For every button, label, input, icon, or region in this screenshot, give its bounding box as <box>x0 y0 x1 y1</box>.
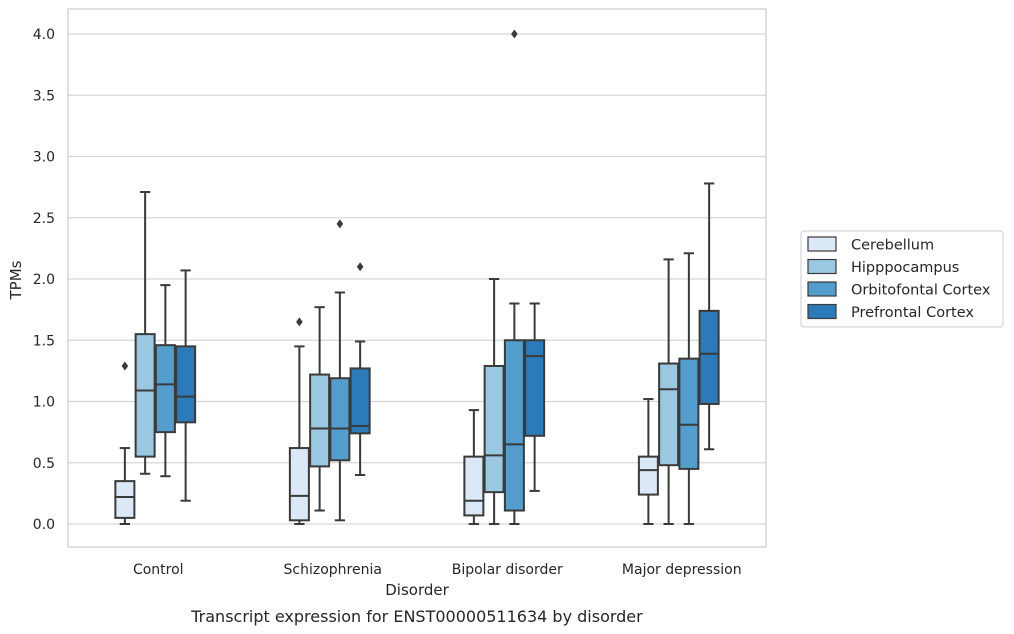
box-orbitofontal-cortex <box>678 252 700 525</box>
x-tick-label: Schizophrenia <box>284 562 382 578</box>
chart-caption: Transcript expression for ENST0000051163… <box>190 607 643 626</box>
y-tick-label: 0.5 <box>33 456 55 472</box>
box-prefrontal-cortex <box>524 302 546 492</box>
box-hipppocampus <box>134 191 156 475</box>
box-prefrontal-cortex <box>349 262 371 476</box>
iqr-box <box>637 455 659 496</box>
iqr-box <box>134 333 156 458</box>
box-hipppocampus <box>483 278 505 525</box>
iqr-box <box>658 362 680 467</box>
box-orbitofontal-cortex <box>154 284 176 478</box>
x-axis-label: Disorder <box>385 581 449 599</box>
legend-swatch <box>807 281 837 297</box>
legend-swatch <box>807 303 837 320</box>
iqr-box <box>678 357 700 470</box>
iqr-box <box>503 339 525 512</box>
outlier-point <box>511 29 518 39</box>
x-tick-label: Control <box>133 562 184 578</box>
iqr-box <box>329 377 351 462</box>
x-tick-label: Major depression <box>622 562 742 578</box>
y-tick-label: 1.5 <box>33 333 55 349</box>
legend-swatch <box>807 236 837 252</box>
plot-area <box>114 29 720 525</box>
iqr-box <box>463 455 485 517</box>
y-tick-label: 2.5 <box>33 211 55 227</box>
box-cerebellum <box>288 317 310 525</box>
y-tick-label: 3.5 <box>33 88 55 104</box>
plot-frame <box>67 8 767 548</box>
iqr-box <box>114 480 136 519</box>
outlier-point <box>121 361 129 371</box>
y-tick-label: 2.0 <box>33 272 55 288</box>
box-prefrontal-cortex <box>698 182 720 451</box>
y-axis-label: TPMs <box>7 260 25 300</box>
y-tick-labels: 0.0 0.5 1.0 1.5 2.0 2.5 3.0 3.5 4.0 <box>33 27 55 533</box>
iqr-box <box>698 309 720 405</box>
outlier-point <box>356 262 364 272</box>
box-cerebellum <box>637 398 659 525</box>
legend-label: Prefrontal Cortex <box>851 305 974 321</box>
iqr-box <box>524 339 546 437</box>
box-prefrontal-cortex <box>175 269 197 502</box>
box-orbitofontal-cortex <box>503 29 525 525</box>
iqr-box <box>154 344 176 434</box>
box-orbitofontal-cortex <box>329 219 351 522</box>
iqr-box <box>349 367 371 435</box>
y-tick-label: 0.0 <box>33 517 55 533</box>
outlier-point <box>296 317 303 327</box>
box-cerebellum <box>463 409 485 525</box>
legend-label: Orbitofontal Cortex <box>851 283 991 299</box>
outlier-point <box>336 219 344 229</box>
iqr-box <box>483 364 505 494</box>
legend-label: Hipppocampus <box>851 260 959 276</box>
box-hipppocampus <box>658 258 680 525</box>
y-tick-label: 3.0 <box>33 150 55 166</box>
iqr-box <box>309 373 331 468</box>
x-tick-label: Bipolar disorder <box>452 562 563 578</box>
legend-frame <box>800 230 1004 328</box>
y-tick-label: 1.0 <box>33 395 55 411</box>
box-cerebellum <box>114 361 136 525</box>
legend-label: Cerebellum <box>851 238 934 254</box>
iqr-box <box>175 345 197 424</box>
y-tick-label: 4.0 <box>33 27 55 43</box>
legend-swatch <box>807 258 837 275</box>
x-tick-labels: Control Schizophrenia Bipolar disorder Majo… <box>133 562 742 578</box>
iqr-box <box>288 447 310 522</box>
box-hipppocampus <box>309 306 331 512</box>
legend: Cerebellum Hipppocampus Orbitofontal Corte… <box>800 230 1004 328</box>
